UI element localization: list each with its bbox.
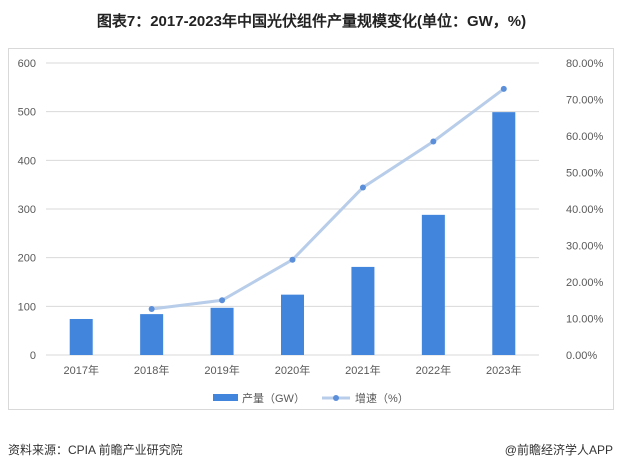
- y2-tick-label: 20.00%: [566, 277, 604, 289]
- x-tick-label: 2023年: [486, 363, 521, 377]
- chart-frame: [8, 48, 614, 410]
- x-tick-label: 2022年: [416, 363, 451, 377]
- bar: [351, 266, 375, 355]
- bar: [140, 314, 164, 355]
- growth-point: [430, 138, 437, 145]
- y2-tick-label: 80.00%: [566, 58, 604, 70]
- y2-tick-label: 40.00%: [566, 204, 604, 216]
- chart-title: 图表7：2017-2023年中国光伏组件产量规模变化(单位：GW，%): [96, 13, 527, 30]
- bar: [69, 318, 93, 355]
- y2-tick-label: 60.00%: [566, 131, 604, 143]
- source-note: 资料来源：CPIA 前瞻产业研究院: [8, 443, 183, 457]
- growth-point: [500, 85, 507, 92]
- credit: @前瞻经济学人APP: [504, 443, 613, 457]
- growth-point: [148, 306, 155, 313]
- x-tick-label: 2017年: [63, 363, 98, 377]
- y2-tick-label: 50.00%: [566, 168, 604, 180]
- legend-line-marker: [333, 395, 339, 401]
- bar: [281, 294, 304, 355]
- x-tick-label: 2018年: [134, 363, 169, 377]
- y2-tick-label: 10.00%: [566, 314, 604, 326]
- x-tick-label: 2021年: [345, 363, 380, 377]
- y-tick-label: 200: [18, 253, 36, 265]
- bar: [210, 307, 234, 355]
- growth-line: [151, 87, 505, 311]
- y-tick-label: 400: [18, 155, 36, 167]
- legend-label-production: 产量（GW）: [242, 391, 305, 405]
- y-tick-label: 500: [18, 107, 36, 119]
- growth-point: [219, 297, 226, 304]
- y2-tick-label: 0.00%: [566, 350, 597, 362]
- growth-point: [289, 256, 296, 263]
- legend-bar-swatch: [213, 394, 238, 401]
- y2-tick-label: 30.00%: [566, 241, 604, 253]
- x-tick-label: 2019年: [204, 363, 239, 377]
- chart: 0 100 200 300 400 500 600 0.00% 10.00% 20.00% 30.0…: [18, 58, 604, 405]
- y-tick-label: 300: [18, 204, 36, 216]
- y2-tick-label: 70.00%: [566, 95, 604, 107]
- growth-point: [359, 184, 366, 191]
- y-tick-label: 100: [18, 301, 36, 313]
- legend-label-growth: 增速（%）: [355, 391, 409, 405]
- bar: [421, 214, 445, 355]
- y-tick-label: 600: [18, 58, 36, 70]
- bar: [492, 112, 516, 355]
- y-tick-label: 0: [30, 350, 36, 362]
- x-tick-label: 2020年: [275, 363, 310, 377]
